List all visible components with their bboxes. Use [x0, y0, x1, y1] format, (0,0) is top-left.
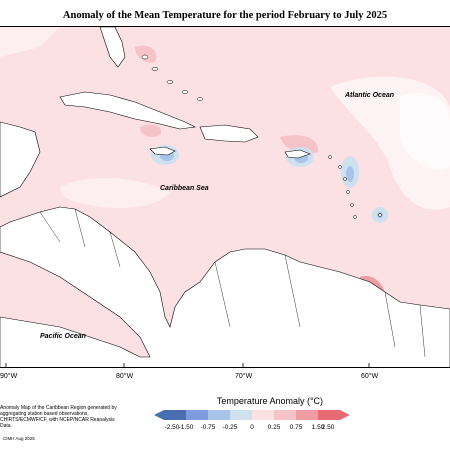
- map-footnote: Anomaly Map of the Caribbean Region gene…: [0, 405, 117, 429]
- pacific-ocean-label: Pacific Ocean: [40, 333, 86, 340]
- map-title: Anomaly of the Mean Temperature for the …: [62, 10, 388, 21]
- legend-color-box: [274, 410, 296, 420]
- legend-tick-label: 0.25: [268, 424, 281, 431]
- legend-color-box: [230, 410, 252, 420]
- legend-tick-label: -2.50: [165, 424, 180, 431]
- jamaica-island: [149, 146, 176, 156]
- legend-tick-label: -0.25: [223, 424, 238, 431]
- anomaly-map: Atlantic Ocean Caribbean Sea Pacific Oce…: [0, 26, 450, 368]
- pale-anomaly-area: [60, 177, 170, 209]
- legend-color-box: [318, 410, 340, 420]
- warm-anomaly-area: [135, 45, 157, 63]
- legend-title: Temperature Anomaly (°C): [216, 396, 324, 406]
- longitude-ticks: [5, 363, 370, 367]
- cuba-island: [59, 91, 197, 130]
- color-legend: -2.50 -1.50 -0.75 -0.25 0 0.25 0.75 1.502.50: [154, 410, 350, 431]
- puerto-rico-island: [284, 149, 311, 159]
- atlantic-ocean-label: Atlantic Ocean: [344, 92, 394, 99]
- legend-tick-label: 0: [250, 424, 254, 431]
- mainland-landmass: [0, 206, 450, 367]
- country-borders: [39, 208, 426, 358]
- caribbean-sea-label: Caribbean Sea: [160, 185, 209, 192]
- yucatan-landmass: [0, 121, 41, 198]
- cool-anomaly-spot: [346, 166, 354, 182]
- lon-label-80w: 80°W: [116, 373, 134, 380]
- warm-anomaly-area: [140, 124, 161, 137]
- legend-tick-label: 2.50: [322, 424, 335, 431]
- lon-label-60w: 60°W: [361, 373, 379, 380]
- legend-color-box: [296, 410, 318, 420]
- pale-anomaly-area: [0, 27, 60, 57]
- bahamas-islands: [141, 54, 203, 101]
- legend-color-box: [252, 410, 274, 420]
- legend-tick-label: -1.50: [179, 424, 194, 431]
- lon-label-70w: 70°W: [235, 373, 253, 380]
- legend-color-box: [164, 410, 186, 420]
- legend-tick-label: 1.50: [312, 424, 325, 431]
- lon-label-90w: 90°W: [0, 373, 18, 380]
- legend-arrow-low: [154, 410, 164, 420]
- legend-color-box: [208, 410, 230, 420]
- legend-color-box: [186, 410, 208, 420]
- legend-arrow-high: [340, 410, 350, 420]
- map-credit: CIMH Aug 2025: [3, 436, 35, 441]
- zero-anomaly-area: [400, 93, 450, 170]
- legend-tick-label: 0.75: [290, 424, 303, 431]
- hispaniola-island: [199, 124, 259, 143]
- florida-landmass: [99, 27, 126, 68]
- lesser-antilles-islands: [328, 155, 382, 219]
- legend-tick-label: -0.75: [201, 424, 216, 431]
